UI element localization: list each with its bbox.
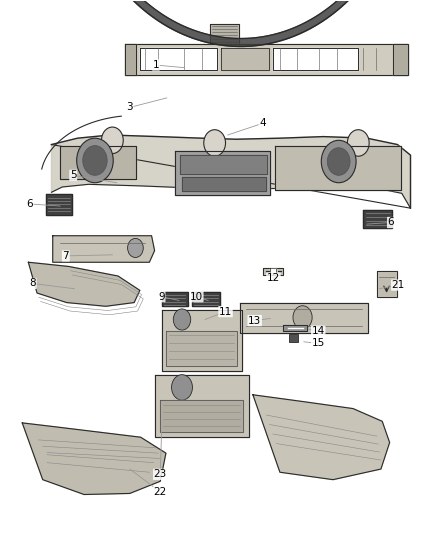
Circle shape bbox=[204, 130, 226, 156]
Polygon shape bbox=[51, 135, 410, 208]
Text: 6: 6 bbox=[26, 199, 33, 209]
Polygon shape bbox=[162, 292, 187, 306]
Bar bbox=[289, 334, 298, 342]
Circle shape bbox=[347, 130, 369, 156]
Circle shape bbox=[77, 138, 113, 183]
Polygon shape bbox=[166, 331, 237, 366]
Polygon shape bbox=[273, 47, 358, 70]
Text: 12: 12 bbox=[267, 273, 280, 283]
Text: 8: 8 bbox=[29, 278, 36, 288]
Polygon shape bbox=[155, 375, 249, 437]
Polygon shape bbox=[28, 262, 140, 306]
Polygon shape bbox=[182, 177, 266, 191]
Polygon shape bbox=[253, 395, 390, 480]
Polygon shape bbox=[125, 44, 408, 75]
Text: 10: 10 bbox=[190, 292, 203, 302]
Text: 11: 11 bbox=[219, 306, 232, 317]
Text: 22: 22 bbox=[154, 487, 167, 497]
Text: 5: 5 bbox=[70, 171, 77, 180]
Polygon shape bbox=[95, 0, 386, 46]
Text: 15: 15 bbox=[311, 338, 325, 349]
Circle shape bbox=[83, 146, 107, 175]
Polygon shape bbox=[160, 400, 243, 432]
Polygon shape bbox=[46, 195, 72, 215]
Polygon shape bbox=[192, 292, 220, 306]
Polygon shape bbox=[377, 271, 396, 297]
Text: 14: 14 bbox=[311, 326, 325, 336]
Circle shape bbox=[127, 238, 143, 257]
Text: 3: 3 bbox=[127, 102, 133, 112]
Polygon shape bbox=[60, 146, 136, 179]
Polygon shape bbox=[53, 236, 155, 262]
Polygon shape bbox=[262, 268, 283, 275]
Text: 9: 9 bbox=[158, 292, 165, 302]
Circle shape bbox=[327, 148, 350, 175]
Text: 21: 21 bbox=[392, 280, 405, 290]
Polygon shape bbox=[210, 23, 239, 44]
Polygon shape bbox=[283, 325, 307, 331]
Polygon shape bbox=[275, 146, 401, 190]
Text: 6: 6 bbox=[388, 217, 394, 228]
Polygon shape bbox=[176, 151, 270, 195]
Polygon shape bbox=[140, 47, 217, 70]
Text: 13: 13 bbox=[248, 316, 261, 326]
Polygon shape bbox=[364, 211, 392, 228]
Text: 23: 23 bbox=[154, 470, 167, 479]
Text: 7: 7 bbox=[63, 251, 69, 261]
Circle shape bbox=[293, 306, 312, 329]
Text: 4: 4 bbox=[259, 118, 266, 128]
Circle shape bbox=[102, 127, 123, 154]
Polygon shape bbox=[270, 268, 276, 273]
Polygon shape bbox=[393, 44, 408, 75]
Polygon shape bbox=[180, 155, 267, 174]
Polygon shape bbox=[221, 47, 269, 70]
Polygon shape bbox=[22, 423, 166, 495]
Circle shape bbox=[172, 375, 192, 400]
Polygon shape bbox=[240, 303, 368, 333]
Circle shape bbox=[321, 140, 356, 183]
Circle shape bbox=[173, 309, 191, 330]
Polygon shape bbox=[125, 44, 136, 75]
Polygon shape bbox=[162, 310, 242, 372]
Text: 1: 1 bbox=[152, 60, 159, 70]
